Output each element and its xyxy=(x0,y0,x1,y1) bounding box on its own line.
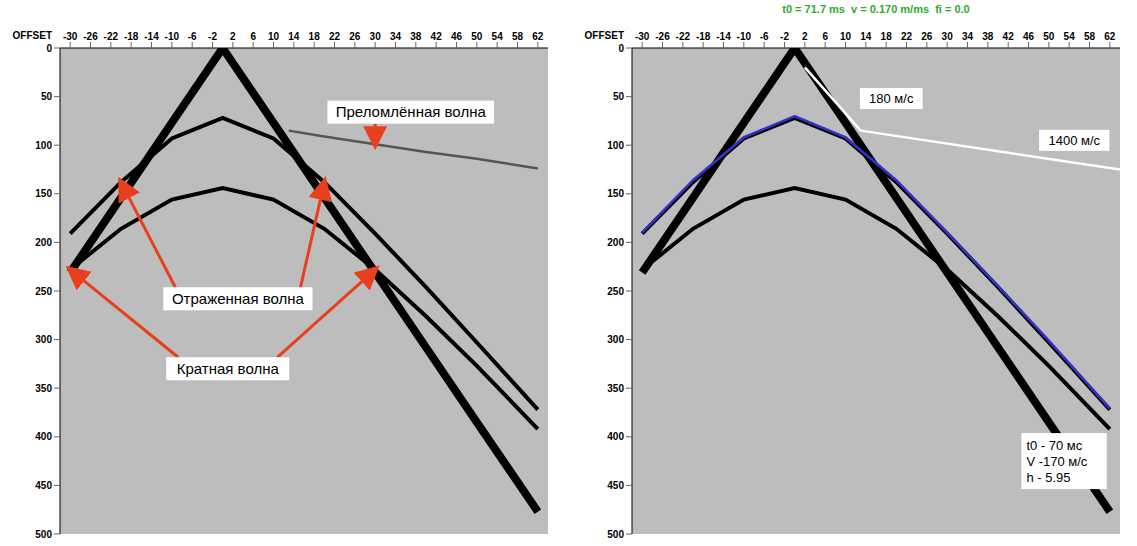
svg-text:50: 50 xyxy=(613,91,625,102)
svg-text:6: 6 xyxy=(250,31,256,42)
svg-text:-2: -2 xyxy=(780,31,789,42)
svg-text:30: 30 xyxy=(370,31,382,42)
svg-text:34: 34 xyxy=(962,31,974,42)
svg-text:450: 450 xyxy=(35,480,52,491)
svg-text:-18: -18 xyxy=(696,31,711,42)
svg-text:OFFSET: OFFSET xyxy=(585,30,624,41)
svg-text:t0 - 70 мс: t0 - 70 мс xyxy=(1026,438,1082,453)
svg-text:400: 400 xyxy=(35,431,52,442)
svg-text:Преломлённая волна: Преломлённая волна xyxy=(336,103,487,120)
svg-text:26: 26 xyxy=(349,31,361,42)
svg-text:58: 58 xyxy=(512,31,524,42)
svg-text:46: 46 xyxy=(451,31,463,42)
svg-text:26: 26 xyxy=(921,31,933,42)
svg-text:50: 50 xyxy=(41,91,53,102)
svg-text:10: 10 xyxy=(268,31,280,42)
svg-text:500: 500 xyxy=(607,529,624,540)
svg-text:350: 350 xyxy=(35,383,52,394)
svg-text:450: 450 xyxy=(607,480,624,491)
svg-text:22: 22 xyxy=(329,31,341,42)
svg-text:18: 18 xyxy=(881,31,893,42)
svg-text:-26: -26 xyxy=(655,31,670,42)
svg-text:-26: -26 xyxy=(83,31,98,42)
svg-text:30: 30 xyxy=(942,31,954,42)
svg-text:-30: -30 xyxy=(635,31,650,42)
svg-text:300: 300 xyxy=(35,334,52,345)
svg-text:58: 58 xyxy=(1084,31,1096,42)
svg-text:-22: -22 xyxy=(104,31,119,42)
svg-text:-30: -30 xyxy=(63,31,78,42)
svg-text:-10: -10 xyxy=(737,31,752,42)
svg-text:18: 18 xyxy=(309,31,321,42)
svg-text:2: 2 xyxy=(230,31,236,42)
svg-text:300: 300 xyxy=(607,334,624,345)
svg-text:-6: -6 xyxy=(188,31,197,42)
svg-text:200: 200 xyxy=(35,237,52,248)
svg-text:2: 2 xyxy=(802,31,808,42)
svg-text:100: 100 xyxy=(35,140,52,151)
svg-text:38: 38 xyxy=(982,31,994,42)
svg-text:10: 10 xyxy=(840,31,852,42)
svg-text:180 м/с: 180 м/с xyxy=(869,91,914,106)
svg-text:42: 42 xyxy=(431,31,443,42)
svg-text:6: 6 xyxy=(822,31,828,42)
svg-text:14: 14 xyxy=(288,31,300,42)
svg-text:500: 500 xyxy=(35,529,52,540)
svg-text:-6: -6 xyxy=(760,31,769,42)
svg-text:150: 150 xyxy=(607,188,624,199)
svg-text:-14: -14 xyxy=(716,31,731,42)
svg-text:1400 м/с: 1400 м/с xyxy=(1048,133,1100,148)
svg-text:Отраженная волна: Отраженная волна xyxy=(172,290,305,307)
svg-text:62: 62 xyxy=(532,31,544,42)
svg-text:50: 50 xyxy=(471,31,483,42)
svg-text:400: 400 xyxy=(607,431,624,442)
svg-text:-14: -14 xyxy=(144,31,159,42)
svg-text:-2: -2 xyxy=(208,31,217,42)
svg-text:250: 250 xyxy=(35,286,52,297)
svg-text:54: 54 xyxy=(492,31,504,42)
svg-text:0: 0 xyxy=(618,43,624,54)
svg-text:62: 62 xyxy=(1104,31,1116,42)
svg-text:150: 150 xyxy=(35,188,52,199)
svg-text:0: 0 xyxy=(46,43,52,54)
svg-text:100: 100 xyxy=(607,140,624,151)
svg-text:200: 200 xyxy=(607,237,624,248)
svg-text:42: 42 xyxy=(1003,31,1015,42)
svg-text:Кратная волна: Кратная волна xyxy=(177,360,280,377)
svg-text:-18: -18 xyxy=(124,31,139,42)
html-text:t0 = 71.7 ms v = 0.170 m/ms fi: t0 = 71.7 ms v = 0.170 m/ms fi = 0.0 xyxy=(782,3,970,15)
svg-text:h - 5.95: h - 5.95 xyxy=(1026,470,1070,485)
svg-text:46: 46 xyxy=(1023,31,1035,42)
svg-text:14: 14 xyxy=(860,31,872,42)
svg-text:250: 250 xyxy=(607,286,624,297)
svg-text:-10: -10 xyxy=(165,31,180,42)
svg-text:350: 350 xyxy=(607,383,624,394)
svg-text:-22: -22 xyxy=(676,31,691,42)
svg-text:50: 50 xyxy=(1043,31,1055,42)
svg-text:34: 34 xyxy=(390,31,402,42)
svg-text:22: 22 xyxy=(901,31,913,42)
svg-text:OFFSET: OFFSET xyxy=(13,30,52,41)
svg-text:V -170 м/с: V -170 м/с xyxy=(1026,454,1087,469)
svg-text:38: 38 xyxy=(410,31,422,42)
svg-text:54: 54 xyxy=(1064,31,1076,42)
